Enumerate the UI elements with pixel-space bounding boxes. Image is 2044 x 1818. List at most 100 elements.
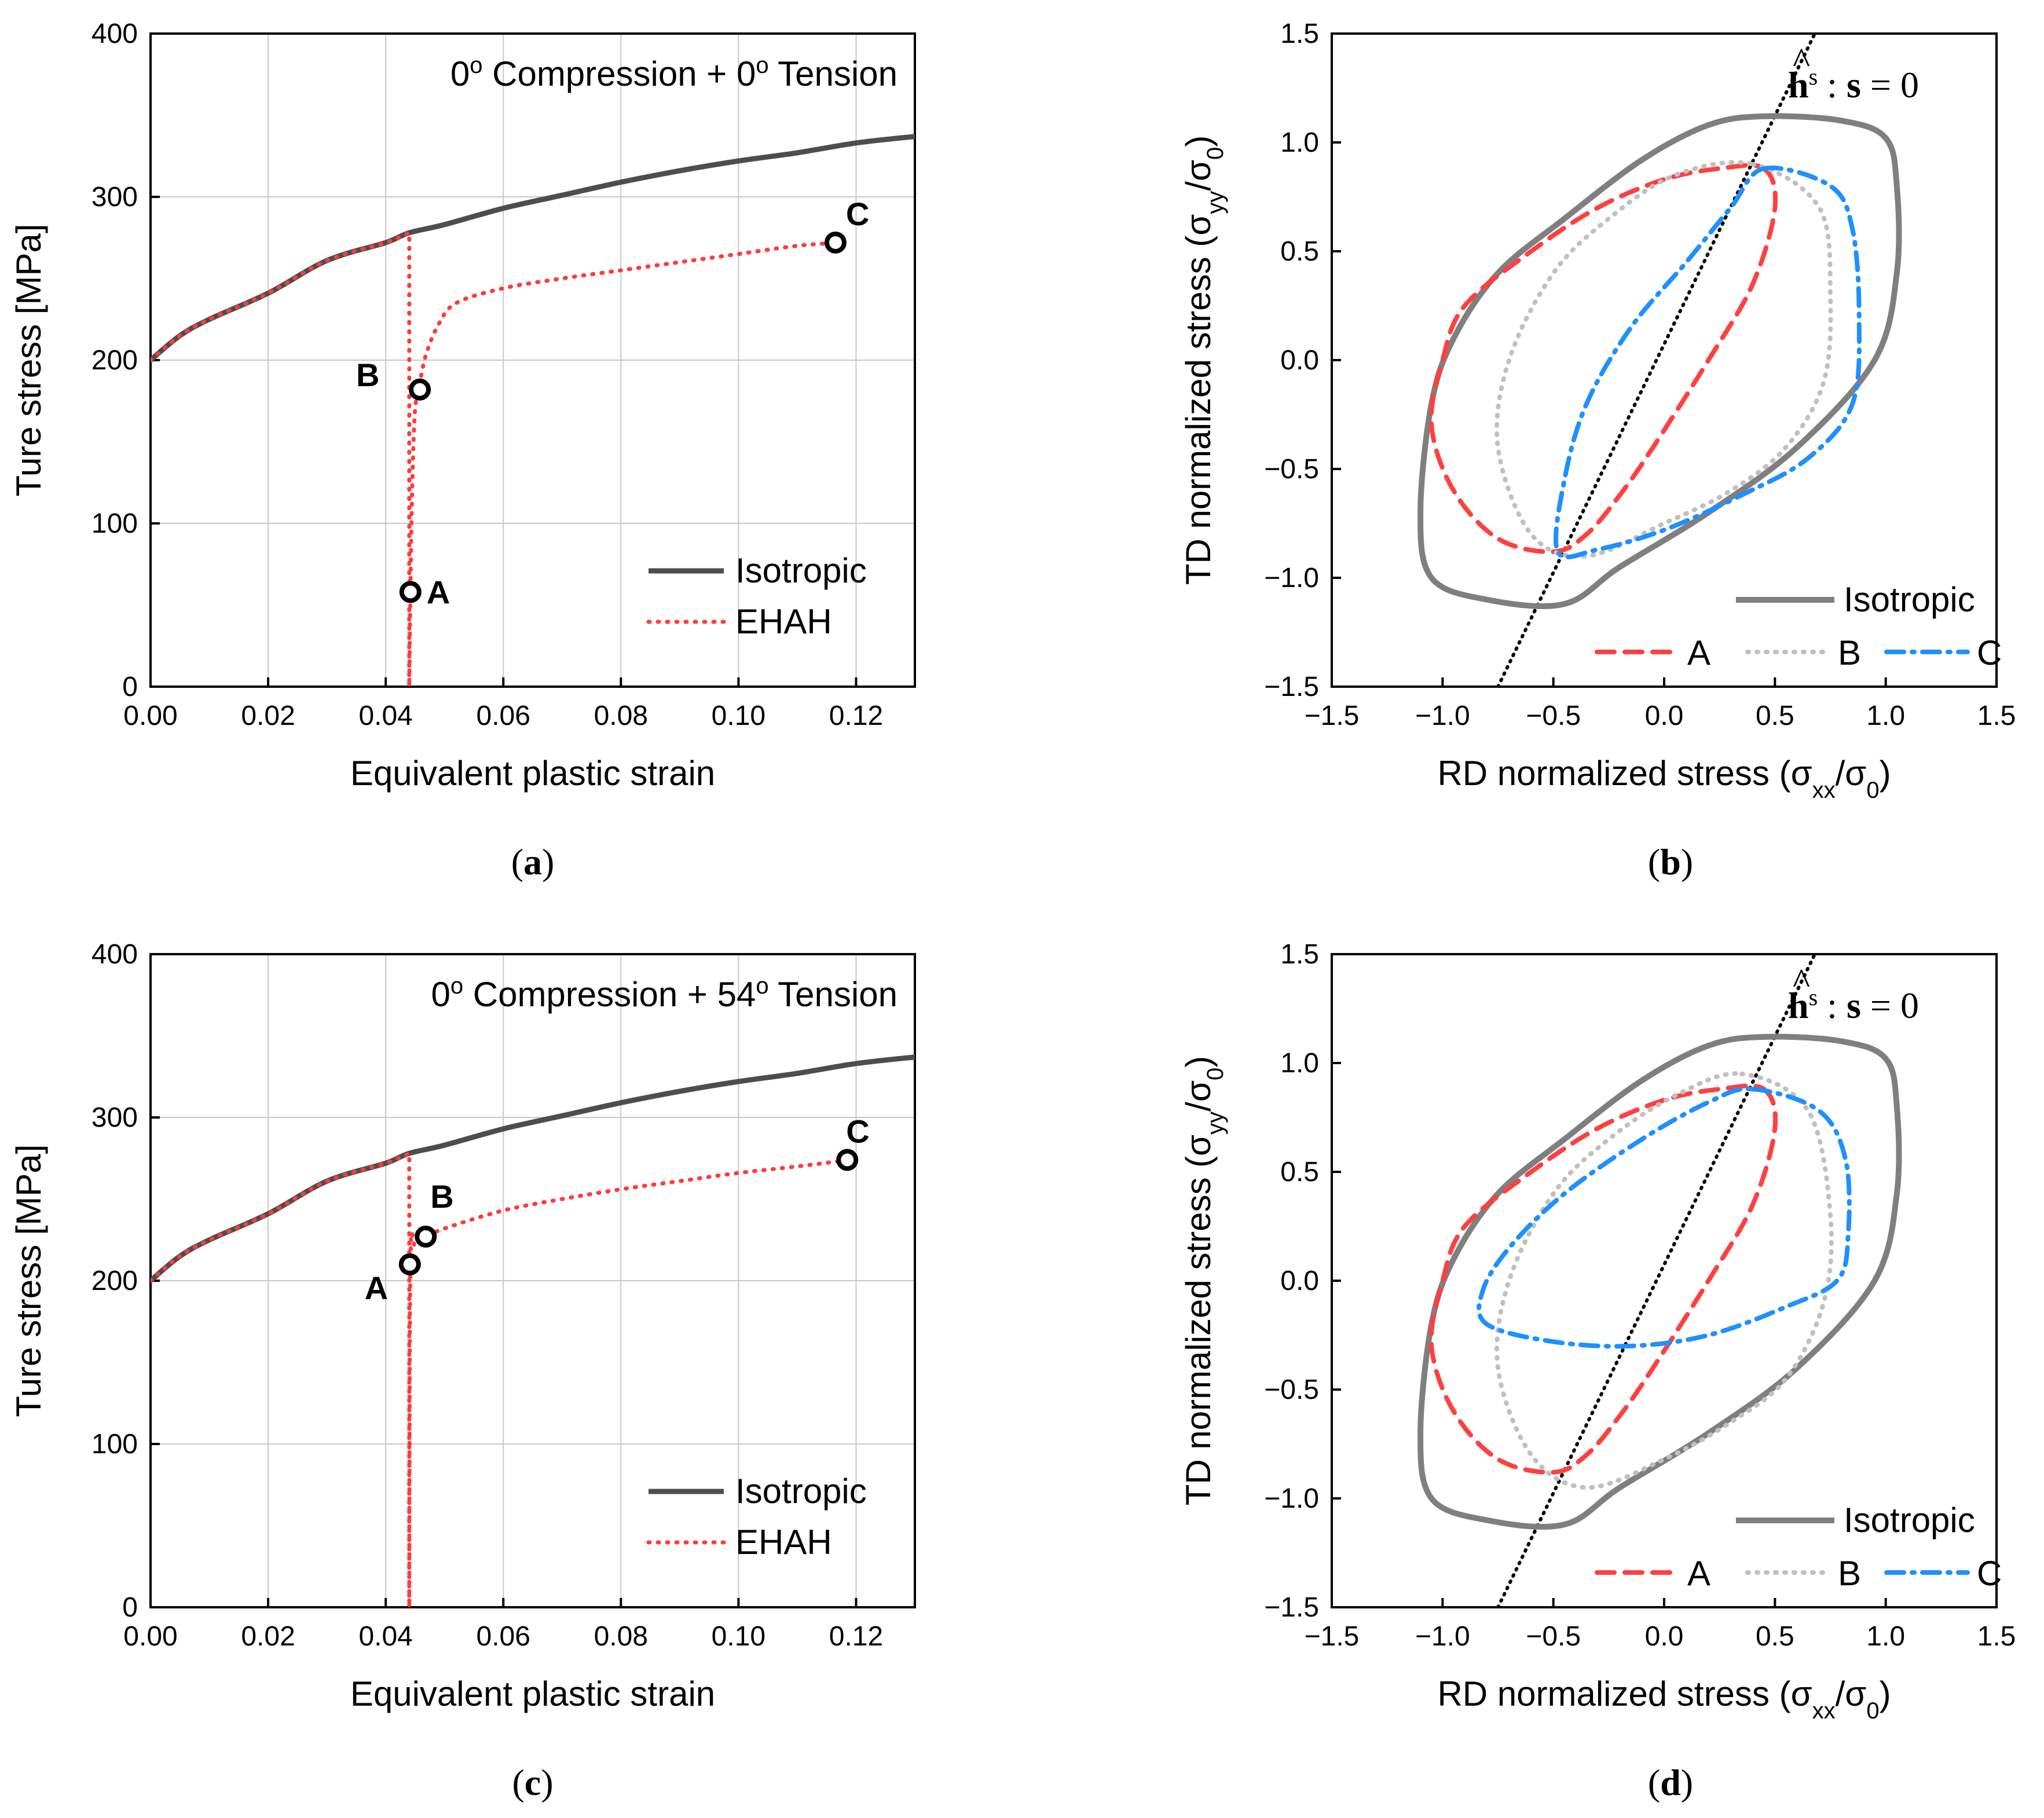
y-tick-label: −1.0 bbox=[1264, 1483, 1319, 1514]
marker-point-A bbox=[399, 581, 422, 603]
annotation-hat: ^ bbox=[1793, 961, 1810, 1002]
x-tick-label: 0.06 bbox=[477, 701, 530, 731]
y-tick-label: 0.5 bbox=[1280, 236, 1319, 267]
x-axis-label: RD normalized stress (σxx/σ0) bbox=[1437, 754, 1891, 803]
marker-point-B bbox=[409, 378, 431, 401]
x-tick-label: 0.5 bbox=[1756, 1621, 1794, 1652]
y-tick-label: 0.0 bbox=[1280, 345, 1319, 376]
y-tick-label: 1.0 bbox=[1280, 127, 1319, 158]
y-tick-label: 1.5 bbox=[1280, 19, 1319, 49]
y-tick-label: 1.5 bbox=[1280, 939, 1319, 970]
y-tick-label: 0 bbox=[122, 1592, 138, 1623]
panel-caption-b: (b) bbox=[1648, 841, 1693, 882]
point-label-A: A bbox=[427, 574, 450, 610]
y-tick-label: 400 bbox=[91, 939, 138, 970]
legend-label-isotropic: Isotropic bbox=[735, 551, 867, 590]
x-tick-label: 0.02 bbox=[241, 1621, 295, 1652]
y-tick-label: 300 bbox=[91, 1102, 138, 1133]
panel-caption-d: (d) bbox=[1648, 1762, 1693, 1803]
hs-zero-line bbox=[1496, 34, 1817, 687]
y-tick-label: −0.5 bbox=[1264, 1375, 1319, 1405]
annotation-hat: ^ bbox=[1793, 40, 1810, 81]
x-tick-label: 0.0 bbox=[1645, 701, 1684, 731]
y-tick-label: 100 bbox=[91, 508, 138, 539]
point-label-C: C bbox=[846, 1113, 869, 1149]
annotation-equation: hs : s = 0 bbox=[1788, 984, 1919, 1027]
y-tick-label: −0.5 bbox=[1264, 454, 1319, 485]
marker-point-C bbox=[824, 231, 847, 254]
y-tick-label: −1.5 bbox=[1264, 672, 1319, 702]
x-tick-label: −1.5 bbox=[1305, 701, 1360, 731]
y-tick-label: 300 bbox=[91, 182, 138, 212]
x-tick-label: 0.12 bbox=[829, 1621, 883, 1652]
x-tick-label: 1.5 bbox=[1977, 701, 2016, 731]
series-c bbox=[1553, 165, 1862, 560]
point-label-B: B bbox=[430, 1178, 453, 1215]
point-label-C: C bbox=[846, 196, 869, 232]
y-tick-label: 0.0 bbox=[1280, 1266, 1319, 1296]
y-tick-label: 0 bbox=[122, 672, 138, 702]
x-axis-label: RD normalized stress (σxx/σ0) bbox=[1437, 1674, 1891, 1724]
series-ehah bbox=[151, 229, 841, 687]
legend-label-B: B bbox=[1838, 633, 1861, 672]
x-tick-label: 0.08 bbox=[594, 1621, 648, 1652]
y-tick-label: 1.0 bbox=[1280, 1048, 1319, 1079]
series-c bbox=[1477, 1086, 1852, 1349]
x-tick-label: 0.04 bbox=[358, 701, 412, 731]
x-tick-label: 0.0 bbox=[1645, 1621, 1684, 1652]
chart-title: 0o Compression + 54o Tension bbox=[431, 973, 898, 1014]
series-isotropic bbox=[151, 1054, 915, 1284]
legend-label-A: A bbox=[1687, 633, 1710, 672]
chart-panel-a: 0.00 0.02 0.04 0.06 0.08 0.10 0.12 0 100 200 300 40… bbox=[9, 19, 916, 882]
y-tick-label: 400 bbox=[91, 19, 138, 49]
x-tick-label: 1.5 bbox=[1977, 1621, 2016, 1652]
x-tick-label: −1.5 bbox=[1305, 1621, 1360, 1652]
marker-point-C bbox=[836, 1149, 859, 1171]
y-axis-label: TD normalized stress (σyy/σ0) bbox=[1179, 135, 1228, 585]
y-tick-label: 200 bbox=[91, 345, 138, 376]
x-tick-label: 0.5 bbox=[1756, 701, 1794, 731]
marker-point-B bbox=[415, 1225, 437, 1248]
series-a bbox=[1428, 1083, 1778, 1475]
x-tick-label: 0.04 bbox=[358, 1621, 412, 1652]
legend-label-isotropic: Isotropic bbox=[735, 1472, 867, 1511]
x-tick-label: 0.10 bbox=[712, 701, 765, 731]
y-axis-label: Ture stress [MPa] bbox=[9, 1144, 48, 1417]
series-isotropic bbox=[1417, 1033, 1902, 1530]
y-tick-label: 200 bbox=[91, 1266, 138, 1296]
x-tick-label: 0.10 bbox=[712, 1621, 765, 1652]
legend-label-B: B bbox=[1838, 1554, 1861, 1593]
x-tick-label: 0.12 bbox=[829, 701, 883, 731]
x-tick-label: 0.02 bbox=[241, 701, 295, 731]
hs-zero-line bbox=[1496, 954, 1817, 1607]
y-axis-label: Ture stress [MPa] bbox=[9, 223, 48, 496]
x-tick-label: −1.0 bbox=[1415, 1621, 1470, 1652]
x-tick-label: 0.06 bbox=[477, 1621, 530, 1652]
series-isotropic bbox=[1417, 113, 1902, 609]
legend-label-isotropic: Isotropic bbox=[1844, 580, 1975, 619]
x-tick-label: 1.0 bbox=[1866, 701, 1905, 731]
point-label-B: B bbox=[356, 357, 379, 393]
chart-panel-d: −1.5 −1.0 −0.5 0.0 0.5 1.0 1.5 −1.5 −1.0 −0.5 0.0 0… bbox=[1179, 939, 2016, 1803]
legend-label-C: C bbox=[1977, 1554, 2002, 1593]
x-axis-label: Equivalent plastic strain bbox=[350, 1674, 715, 1713]
y-tick-label: −1.0 bbox=[1264, 563, 1319, 593]
legend-label-ehah: EHAH bbox=[735, 602, 832, 641]
x-tick-label: −1.0 bbox=[1415, 701, 1470, 731]
chart-panel-b: −1.5 −1.0 −0.5 0.0 0.5 1.0 1.5 −1.5 −1.0 −0.5 0.0 0… bbox=[1179, 19, 2016, 882]
series-isotropic bbox=[151, 134, 915, 363]
series-a bbox=[1428, 163, 1778, 555]
x-tick-label: −0.5 bbox=[1526, 1621, 1581, 1652]
x-tick-label: 0.08 bbox=[594, 701, 648, 731]
series-ehah bbox=[151, 1150, 852, 1607]
grid bbox=[151, 954, 915, 1607]
x-tick-label: 0.00 bbox=[123, 1621, 177, 1652]
y-tick-label: 0.5 bbox=[1280, 1157, 1319, 1187]
annotation-equation: hs : s = 0 bbox=[1788, 64, 1919, 106]
chart-panel-c: 0.00 0.02 0.04 0.06 0.08 0.10 0.12 0 100 200 300 40… bbox=[9, 939, 916, 1803]
x-tick-label: −0.5 bbox=[1526, 701, 1581, 731]
series-b bbox=[1494, 1071, 1834, 1490]
series-b bbox=[1494, 160, 1833, 559]
legend-label-A: A bbox=[1687, 1554, 1710, 1593]
